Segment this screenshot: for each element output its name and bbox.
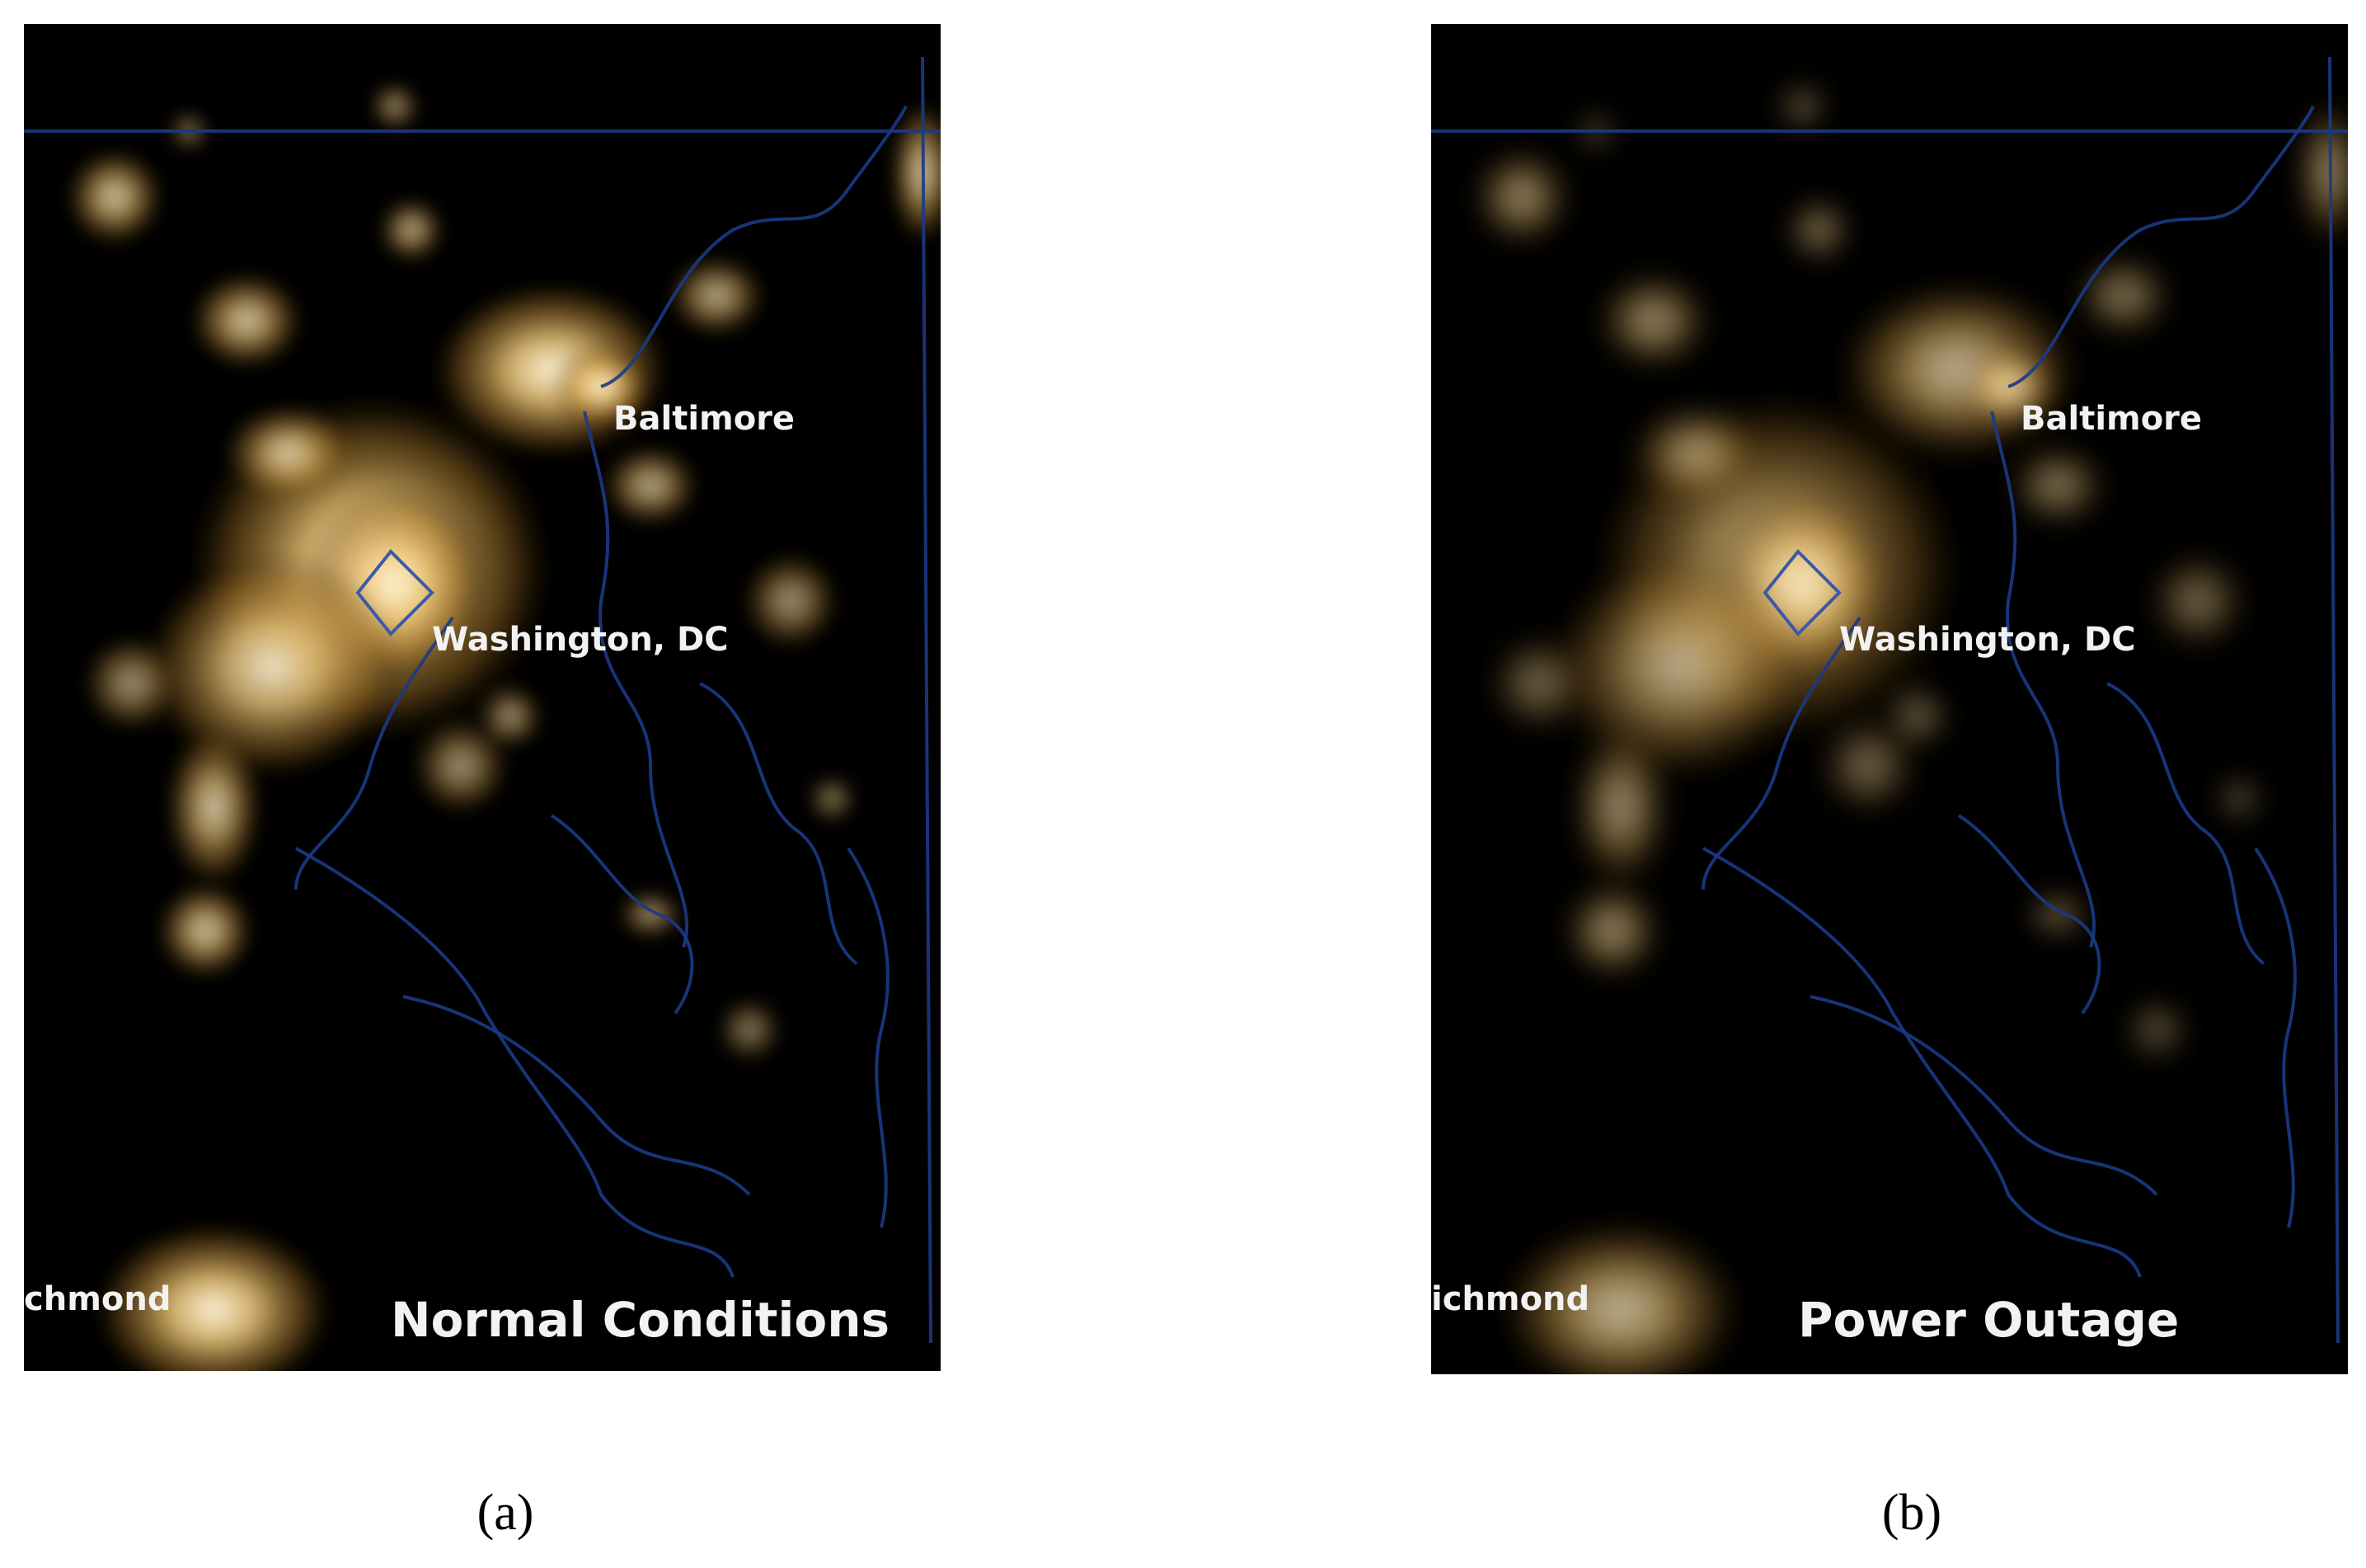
light-glow — [378, 197, 444, 263]
light-glow — [1571, 725, 1670, 890]
light-glow — [189, 271, 304, 370]
light-glow — [156, 881, 255, 980]
coastline — [295, 847, 735, 1278]
coastline — [550, 814, 694, 1015]
caption: (a) — [476, 1485, 534, 1541]
light-glow — [477, 683, 543, 749]
map-label: Baltimore — [613, 400, 795, 438]
city-lights — [65, 82, 941, 1371]
light-glow — [2148, 552, 2247, 650]
light-glow — [741, 552, 840, 650]
dc-boundary — [1763, 549, 1842, 636]
light-glow — [2008, 444, 2107, 527]
light-glow — [411, 716, 510, 815]
light-glow — [1472, 148, 1571, 246]
light-glow — [667, 255, 766, 337]
light-glow — [1489, 634, 1588, 733]
coastline — [2328, 56, 2340, 1344]
light-glow — [2074, 255, 2173, 337]
coastline — [2106, 682, 2265, 965]
light-glow — [164, 725, 263, 890]
light-glow — [2124, 997, 2190, 1063]
coastline — [600, 106, 908, 388]
light-glow — [1885, 683, 1951, 749]
coastline — [1957, 814, 2101, 1015]
coastline — [847, 847, 890, 1228]
map-label: Washington, DC — [1839, 621, 2136, 659]
light-glow — [90, 1219, 337, 1371]
map-panel: Baltimore Washington, DC chmond Normal Cond… — [24, 24, 941, 1371]
light-glow — [1596, 271, 1711, 370]
light-glow — [139, 552, 403, 782]
coastline — [1702, 847, 2142, 1278]
coastline — [2007, 106, 2315, 388]
map-label: chmond — [24, 1280, 171, 1318]
coastline — [1810, 995, 2158, 1196]
light-glow — [1547, 552, 1810, 782]
light-glow — [716, 997, 782, 1063]
light-glow — [601, 444, 700, 527]
light-glow — [890, 98, 941, 246]
light-glow — [807, 774, 857, 824]
map-label: Normal Conditions — [391, 1292, 890, 1348]
map-panel: Baltimore Washington, DC ichmond Power Outa… — [1431, 24, 2348, 1374]
light-glow — [1777, 82, 1827, 131]
coastline — [1990, 411, 2096, 948]
light-glow — [65, 148, 164, 246]
coastline — [402, 995, 751, 1196]
dc-boundary — [355, 549, 434, 636]
light-glow — [617, 890, 683, 939]
light-glow — [2025, 890, 2091, 939]
light-glow — [1629, 403, 1761, 502]
light-glow — [1563, 881, 1662, 980]
light-glow — [370, 82, 420, 131]
light-glow — [222, 403, 354, 502]
city-lights — [1472, 82, 2348, 1374]
light-glow — [2297, 98, 2348, 246]
light-glow — [2214, 774, 2264, 824]
coastline — [699, 682, 858, 965]
caption: (b) — [1881, 1485, 1942, 1541]
coastline — [583, 411, 689, 948]
light-glow — [1786, 197, 1852, 263]
map-label: Power Outage — [1798, 1292, 2179, 1348]
light-glow — [1819, 716, 1918, 815]
light-glow — [82, 634, 181, 733]
map-label: ichmond — [1431, 1280, 1589, 1318]
light-glow — [1497, 1219, 1744, 1374]
coastline — [921, 56, 932, 1344]
map-label: Washington, DC — [432, 621, 729, 659]
map-label: Baltimore — [2021, 400, 2202, 438]
coastline — [2254, 847, 2297, 1228]
